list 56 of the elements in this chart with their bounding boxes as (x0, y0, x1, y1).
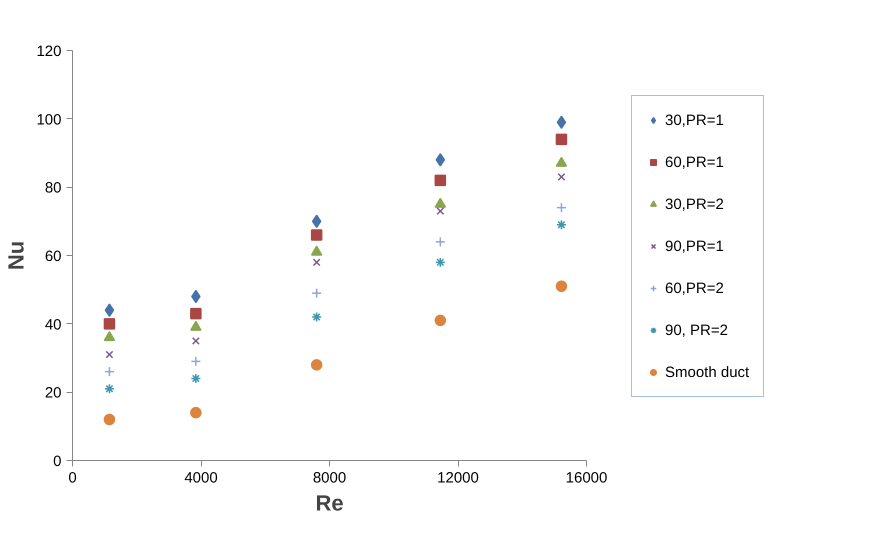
point (191, 290, 201, 304)
point (104, 303, 114, 317)
point (104, 366, 115, 377)
point (310, 229, 322, 241)
legend-label: 60,PR=2 (665, 280, 724, 296)
point (556, 202, 567, 213)
legend-label: 30,PR=2 (665, 196, 724, 212)
point (436, 153, 446, 167)
point (311, 288, 322, 298)
point (435, 236, 446, 248)
y-tick-label: 40 (44, 316, 62, 334)
point (190, 373, 202, 384)
y-tick-label: 20 (44, 384, 62, 402)
y-tick-label: 60 (44, 248, 62, 265)
point (556, 134, 568, 146)
point (190, 356, 202, 367)
point (434, 198, 446, 208)
point (106, 350, 114, 359)
point (435, 257, 446, 268)
y-axis-title: Nu (3, 240, 28, 270)
legend-label: 60,PR=1 (665, 154, 724, 170)
x-tick-label: 4000 (184, 470, 218, 486)
x-tick-label: 0 (68, 470, 77, 486)
point (434, 314, 446, 326)
point (104, 330, 116, 342)
point (190, 406, 202, 418)
legend-label: 30,PR=1 (665, 112, 724, 128)
point (558, 172, 566, 181)
x-axis-title: Re (315, 490, 344, 516)
point (556, 116, 566, 129)
x-tick-label: 8000 (312, 470, 346, 486)
x-tick-label: 16000 (566, 470, 608, 486)
point (556, 156, 568, 167)
point (310, 246, 322, 256)
legend-label: 90, PR=2 (665, 322, 728, 338)
legend-label: 90,PR=1 (665, 238, 724, 254)
y-tick-label: 80 (44, 180, 62, 197)
point (104, 384, 115, 394)
point (104, 318, 116, 330)
point (311, 312, 322, 322)
point (192, 336, 200, 345)
point (190, 308, 202, 320)
x-tick-label: 12000 (437, 470, 479, 486)
legend-label: Smooth duct (665, 364, 750, 380)
point (436, 207, 444, 216)
y-tick-label: 100 (36, 111, 62, 128)
point (104, 414, 116, 426)
y-tick-label: 120 (36, 43, 62, 60)
point (310, 359, 322, 371)
point (434, 174, 446, 186)
point (312, 258, 321, 266)
point (556, 220, 567, 230)
point (312, 214, 322, 228)
point (190, 320, 202, 331)
y-tick-label: 0 (53, 453, 62, 470)
point (556, 280, 568, 292)
